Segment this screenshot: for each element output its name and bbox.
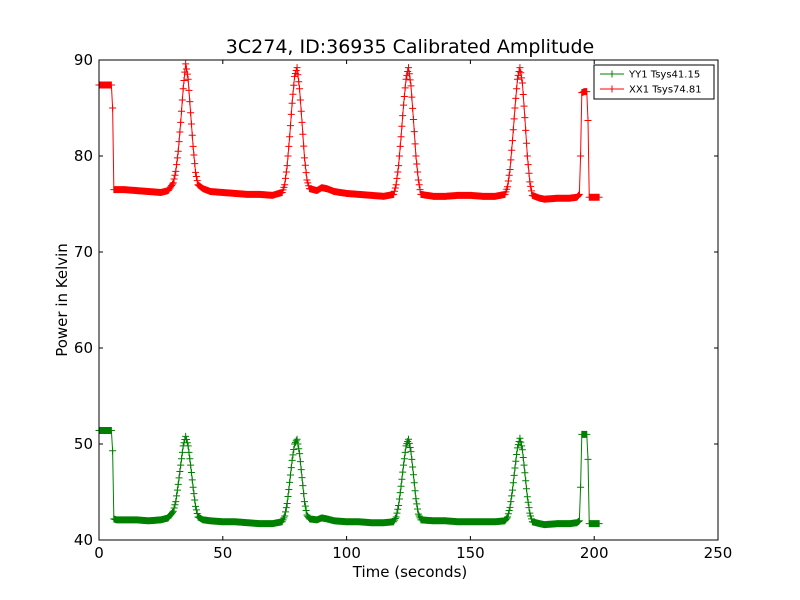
series-1 [95,60,603,203]
x-tick-label: 100 [332,544,361,562]
y-tick-label: 80 [74,147,93,165]
y-axis-label: Power in Kelvin [53,243,71,357]
x-tick-label: 50 [213,544,232,562]
legend-label: XX1 Tsys74.81 [629,85,702,96]
legend-marker [608,70,616,78]
y-tick-label: 50 [74,435,93,453]
x-tick-label: 0 [94,544,104,562]
x-tick-label: 250 [704,544,733,562]
legend-items: YY1 Tsys41.15 XX1 Tsys74.81 [600,70,702,96]
x-axis-label: Time (seconds) [352,563,468,581]
x-tick-label: 150 [456,544,485,562]
y-tick-label: 60 [74,339,93,357]
legend-marker [608,85,616,93]
ticks-layer: 0 50 100 150 200 250 40 50 60 70 80 90 [74,51,732,562]
y-tick-label: 40 [74,531,93,549]
legend-box [593,64,715,100]
plot-frame-border [98,59,719,541]
legend-label: YY1 Tsys41.15 [628,70,700,81]
legend: YY1 Tsys41.15 XX1 Tsys74.81 [593,64,715,100]
y-tick-label: 90 [74,51,93,69]
y-tick-label: 70 [74,243,93,261]
plot-frame [98,59,719,541]
chart-title: 3C274, ID:36935 Calibrated Amplitude [226,36,594,58]
x-tick-label: 200 [580,544,609,562]
